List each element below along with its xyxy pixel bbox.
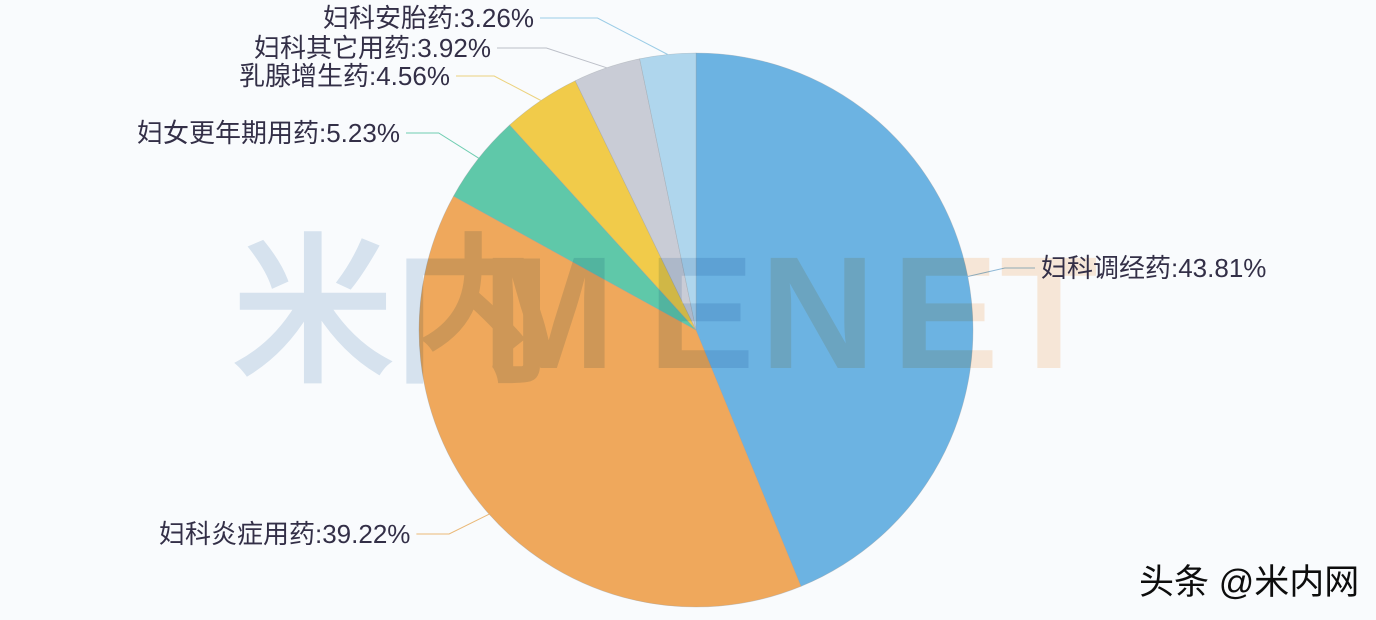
svg-text:N: N bbox=[760, 223, 876, 402]
svg-text:M: M bbox=[482, 223, 615, 402]
svg-text:E: E bbox=[892, 223, 999, 402]
svg-text:E: E bbox=[648, 223, 755, 402]
svg-text:T: T bbox=[1000, 223, 1098, 402]
